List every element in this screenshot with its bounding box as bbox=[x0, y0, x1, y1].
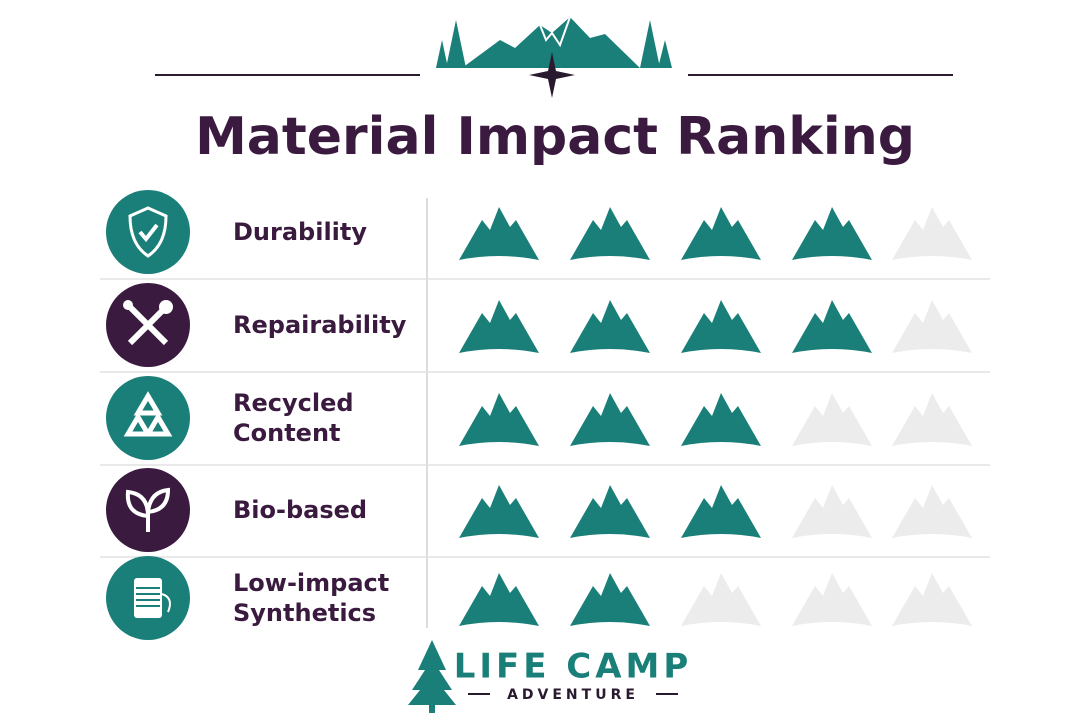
filled-mountain bbox=[792, 207, 872, 260]
empty-mountain bbox=[892, 485, 972, 538]
filled-mountain bbox=[570, 485, 650, 538]
brand: LIFE CAMP bbox=[454, 647, 693, 687]
filled-mountain bbox=[681, 485, 761, 538]
empty-mountain bbox=[892, 393, 972, 446]
rating bbox=[459, 485, 761, 538]
rating bbox=[459, 573, 650, 626]
rating bbox=[459, 300, 872, 353]
row-label: Low-impact Synthetics bbox=[233, 569, 390, 627]
filled-mountain bbox=[459, 485, 539, 538]
row-label: Recycled Content bbox=[233, 389, 354, 447]
icon-glyph bbox=[123, 391, 173, 437]
filled-mountain bbox=[570, 393, 650, 446]
header-decoration bbox=[155, 16, 953, 98]
empty-mountain bbox=[681, 573, 761, 626]
filled-mountain bbox=[792, 300, 872, 353]
row-icon bbox=[106, 190, 190, 274]
row-icon bbox=[106, 283, 190, 367]
icon-circle bbox=[106, 376, 190, 460]
filled-mountain bbox=[681, 207, 761, 260]
row-label: Repairability bbox=[233, 311, 407, 339]
empty-mountain bbox=[892, 573, 972, 626]
rating bbox=[459, 393, 761, 446]
filled-mountain bbox=[459, 393, 539, 446]
row-icon bbox=[106, 468, 190, 552]
row-icon bbox=[106, 376, 190, 460]
row-label: Bio-based bbox=[233, 496, 368, 524]
icon-circle bbox=[106, 190, 190, 274]
filled-mountain bbox=[681, 393, 761, 446]
row-label: Durability bbox=[233, 218, 368, 246]
filled-mountain bbox=[681, 300, 761, 353]
icon-glyph bbox=[134, 578, 171, 618]
icon-glyph bbox=[128, 206, 168, 258]
title: Material Impact Ranking bbox=[195, 107, 915, 167]
icon-glyph bbox=[125, 487, 171, 532]
tagline: ADVENTURE bbox=[507, 687, 639, 703]
empty-mountain bbox=[792, 573, 872, 626]
filled-mountain bbox=[459, 300, 539, 353]
filled-mountain bbox=[570, 573, 650, 626]
empty-mountain bbox=[892, 207, 972, 260]
filled-mountain bbox=[570, 207, 650, 260]
footer-logo bbox=[408, 640, 678, 713]
empty-mountain bbox=[892, 300, 972, 353]
icon-glyph bbox=[123, 300, 173, 346]
empty-mountain bbox=[792, 485, 872, 538]
filled-mountain bbox=[570, 300, 650, 353]
filled-mountain bbox=[459, 573, 539, 626]
empty-mountain bbox=[792, 393, 872, 446]
row-icon bbox=[106, 556, 190, 640]
filled-mountain bbox=[459, 207, 539, 260]
rating bbox=[459, 207, 872, 260]
